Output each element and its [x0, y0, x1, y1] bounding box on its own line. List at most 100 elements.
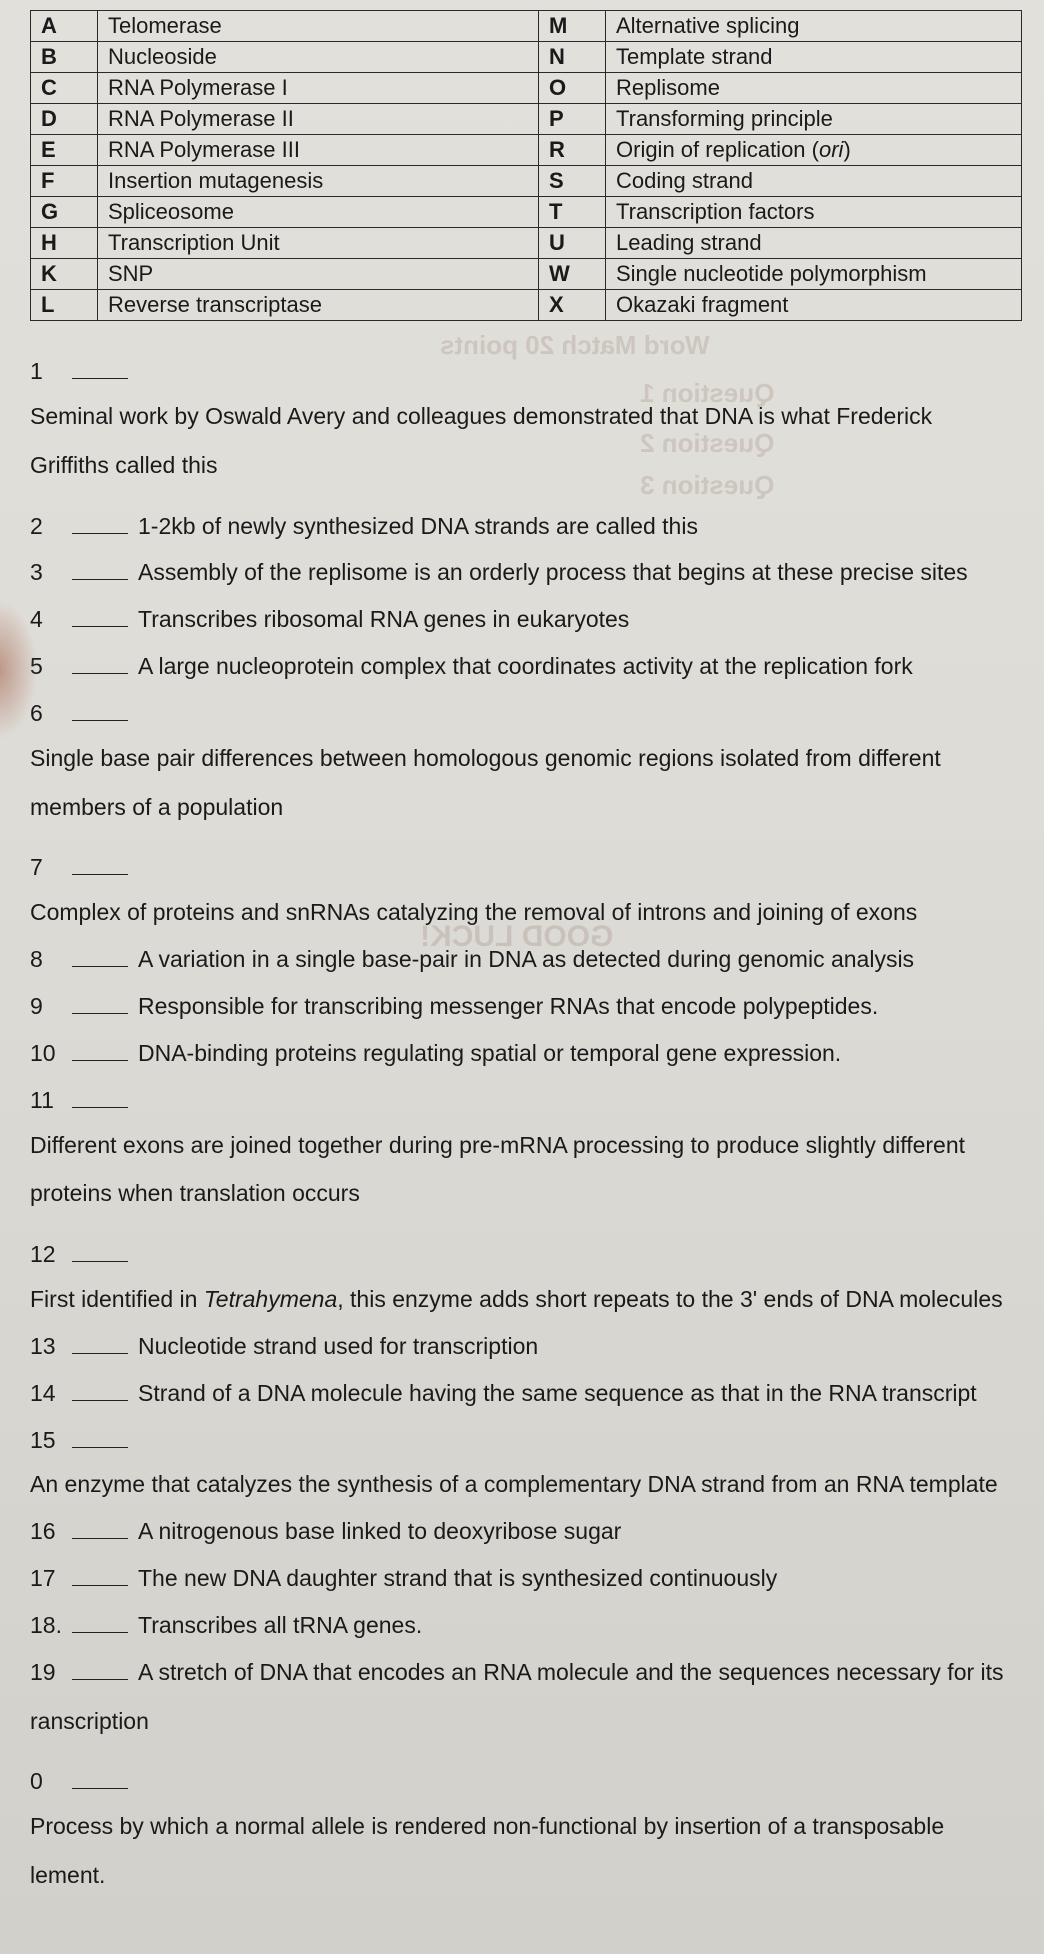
- answer-blank[interactable]: [72, 1237, 128, 1262]
- question-number: 4: [30, 597, 64, 642]
- term-row: LReverse transcriptaseXOkazaki fragment: [31, 290, 1022, 321]
- term-label: Single nucleotide polymorphism: [606, 259, 1022, 290]
- term-letter: X: [539, 290, 606, 321]
- term-label: Replisome: [606, 73, 1022, 104]
- question-clue: First identified in Tetrahymena, this en…: [30, 1277, 1022, 1322]
- answer-blank[interactable]: [72, 354, 128, 379]
- term-letter: M: [539, 11, 606, 42]
- question-number: 8: [30, 937, 64, 982]
- term-letter: L: [31, 290, 98, 321]
- term-label: Okazaki fragment: [606, 290, 1022, 321]
- question-clue: Strand of a DNA molecule having the same…: [138, 1371, 1022, 1416]
- question-number: 3: [30, 550, 64, 595]
- question-clue: Different exons are joined together duri…: [30, 1123, 1022, 1168]
- question-row: 14 Strand of a DNA molecule having the sa…: [30, 1371, 1022, 1416]
- question-number: 16: [30, 1509, 64, 1554]
- question-continuation: ranscription: [30, 1699, 1022, 1744]
- answer-blank[interactable]: [72, 555, 128, 580]
- term-label: Alternative splicing: [606, 11, 1022, 42]
- term-letter: K: [31, 259, 98, 290]
- answer-blank[interactable]: [72, 508, 128, 533]
- question-list: 1Seminal work by Oswald Avery and collea…: [30, 349, 1022, 1898]
- term-label: Transcription Unit: [98, 228, 539, 259]
- question-number: 17: [30, 1556, 64, 1601]
- term-letter: B: [31, 42, 98, 73]
- question-clue: Transcribes ribosomal RNA genes in eukar…: [138, 597, 1022, 642]
- term-letter: P: [539, 104, 606, 135]
- question-clue: The new DNA daughter strand that is synt…: [138, 1556, 1022, 1601]
- term-row: DRNA Polymerase IIPTransforming principl…: [31, 104, 1022, 135]
- term-label: Telomerase: [98, 11, 539, 42]
- question-row: 5A large nucleoprotein complex that coor…: [30, 644, 1022, 689]
- answer-blank[interactable]: [72, 1655, 128, 1680]
- term-row: ERNA Polymerase IIIROrigin of replicatio…: [31, 135, 1022, 166]
- term-letter: F: [31, 166, 98, 197]
- answer-blank[interactable]: [72, 989, 128, 1014]
- answer-blank[interactable]: [72, 1608, 128, 1633]
- term-label: RNA Polymerase III: [98, 135, 539, 166]
- answer-blank[interactable]: [72, 1514, 128, 1539]
- question-row: 12First identified in Tetrahymena, this …: [30, 1232, 1022, 1322]
- question-row: 6Single base pair differences between ho…: [30, 691, 1022, 781]
- question-number: 10: [30, 1031, 64, 1076]
- question-clue: 1-2kb of newly synthesized DNA strands a…: [138, 504, 1022, 549]
- question-clue: An enzyme that catalyzes the synthesis o…: [30, 1462, 1022, 1507]
- question-row: 0Process by which a normal allele is ren…: [30, 1759, 1022, 1849]
- answer-blank[interactable]: [72, 602, 128, 627]
- answer-blank[interactable]: [72, 649, 128, 674]
- question-number: 18.: [30, 1603, 64, 1648]
- answer-blank[interactable]: [72, 1764, 128, 1789]
- answer-blank[interactable]: [72, 1083, 128, 1108]
- answer-blank[interactable]: [72, 1561, 128, 1586]
- question-continuation: Griffiths called this: [30, 443, 1022, 488]
- question-number: 0: [30, 1759, 64, 1804]
- question-row: 10 DNA-binding proteins regulating spatia…: [30, 1031, 1022, 1076]
- answer-blank[interactable]: [72, 1036, 128, 1061]
- term-letter: D: [31, 104, 98, 135]
- question-clue: Transcribes all tRNA genes.: [138, 1603, 1022, 1648]
- question-clue: DNA-binding proteins regulating spatial …: [138, 1031, 1022, 1076]
- term-label: Origin of replication (ori): [606, 135, 1022, 166]
- term-row: ATelomeraseMAlternative splicing: [31, 11, 1022, 42]
- term-label: Nucleoside: [98, 42, 539, 73]
- term-letter: U: [539, 228, 606, 259]
- question-number: 9: [30, 984, 64, 1029]
- question-number: 13: [30, 1324, 64, 1369]
- question-row: 13Nucleotide strand used for transcripti…: [30, 1324, 1022, 1369]
- worksheet-page: Word Match 20 points Question 1 Question…: [0, 0, 1044, 1954]
- answer-blank[interactable]: [72, 850, 128, 875]
- question-row: 11Different exons are joined together du…: [30, 1078, 1022, 1168]
- question-row: 7Complex of proteins and snRNAs catalyzi…: [30, 845, 1022, 935]
- question-clue: A variation in a single base-pair in DNA…: [138, 937, 1022, 982]
- term-table: ATelomeraseMAlternative splicingBNucleos…: [30, 10, 1022, 321]
- question-row: 9 Responsible for transcribing messenger …: [30, 984, 1022, 1029]
- term-label: RNA Polymerase II: [98, 104, 539, 135]
- term-row: BNucleosideNTemplate strand: [31, 42, 1022, 73]
- question-continuation: members of a population: [30, 785, 1022, 830]
- question-continuation: lement.: [30, 1853, 1022, 1898]
- term-letter: R: [539, 135, 606, 166]
- term-label: RNA Polymerase I: [98, 73, 539, 104]
- question-clue: A nitrogenous base linked to deoxyribose…: [138, 1509, 1022, 1554]
- question-clue: A large nucleoprotein complex that coord…: [138, 644, 1022, 689]
- question-continuation: proteins when translation occurs: [30, 1171, 1022, 1216]
- term-label: Transforming principle: [606, 104, 1022, 135]
- question-clue: Assembly of the replisome is an orderly …: [138, 550, 1022, 595]
- question-row: 15An enzyme that catalyzes the synthesis…: [30, 1418, 1022, 1508]
- term-label: Template strand: [606, 42, 1022, 73]
- term-letter: E: [31, 135, 98, 166]
- question-clue: Responsible for transcribing messenger R…: [138, 984, 1022, 1029]
- question-number: 14: [30, 1371, 64, 1416]
- answer-blank[interactable]: [72, 1422, 128, 1447]
- term-letter: C: [31, 73, 98, 104]
- question-clue: Seminal work by Oswald Avery and colleag…: [30, 394, 1022, 439]
- answer-blank[interactable]: [72, 1376, 128, 1401]
- term-letter: W: [539, 259, 606, 290]
- term-label: Leading strand: [606, 228, 1022, 259]
- answer-blank[interactable]: [72, 696, 128, 721]
- question-number: 7: [30, 845, 64, 890]
- answer-blank[interactable]: [72, 942, 128, 967]
- question-row: 19A stretch of DNA that encodes an RNA m…: [30, 1650, 1022, 1695]
- answer-blank[interactable]: [72, 1329, 128, 1354]
- term-label: Reverse transcriptase: [98, 290, 539, 321]
